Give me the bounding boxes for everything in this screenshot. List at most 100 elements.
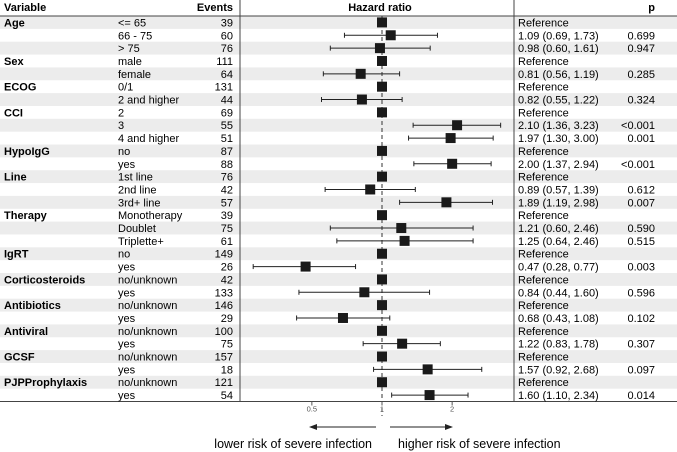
hr-ci-text: 0.84 (0.44, 1.60) — [518, 287, 599, 299]
events-value: 76 — [221, 43, 233, 55]
variable-label: Corticosteroids — [4, 274, 85, 286]
hr-marker — [300, 261, 311, 272]
p-value: 0.001 — [627, 133, 655, 145]
p-value: 0.324 — [627, 95, 655, 107]
table-row: IgRT no 149 Reference — [4, 248, 569, 261]
p-value: 0.515 — [627, 236, 655, 248]
hr-ci-text: 1.21 (0.60, 2.46) — [518, 223, 599, 235]
table-row: yes 88 2.00 (1.37, 2.94) <0.001 — [118, 158, 655, 171]
variable-label: Antiviral — [4, 326, 48, 338]
hr-marker — [385, 30, 396, 41]
events-value: 146 — [215, 300, 233, 312]
hr-ci-text: 0.81 (0.56, 1.19) — [518, 69, 599, 81]
hr-marker — [452, 120, 463, 131]
table-row: Corticosteroids no/unknown 42 Reference — [4, 274, 569, 286]
hr-marker — [441, 197, 452, 208]
table-row: 66 - 75 60 1.09 (0.69, 1.73) 0.699 — [118, 30, 655, 42]
table-row: GCSF no/unknown 157 Reference — [4, 351, 569, 364]
reference-label: Reference — [518, 274, 569, 286]
level-label: yes — [118, 390, 136, 402]
x-tick-label: 1 — [380, 405, 384, 414]
table-row: 3rd+ line 57 1.89 (1.19, 2.98) 0.007 — [118, 197, 655, 209]
hr-marker — [355, 68, 366, 79]
table-row: Antiviral no/unknown 100 Reference — [4, 325, 569, 338]
level-label: 3rd+ line — [118, 197, 161, 209]
events-value: 18 — [221, 364, 233, 376]
row-band — [0, 118, 677, 132]
level-label: no/unknown — [118, 377, 177, 389]
hr-marker — [377, 55, 387, 66]
header-events: Events — [197, 2, 233, 14]
events-value: 64 — [221, 69, 233, 81]
variable-label: HypoIgG — [4, 146, 50, 158]
table-row: yes 133 0.84 (0.44, 1.60) 0.596 — [118, 287, 655, 299]
events-value: 26 — [221, 262, 233, 274]
table-row: Line 1st line 76 Reference — [4, 171, 569, 184]
level-label: no/unknown — [118, 274, 177, 286]
events-value: 88 — [221, 159, 233, 171]
events-value: 157 — [215, 352, 233, 364]
hr-ci-text: 0.47 (0.28, 0.77) — [518, 262, 599, 274]
table-row: Triplette+ 61 1.25 (0.64, 2.46) 0.515 — [118, 235, 655, 248]
hr-ci-text: 2.10 (1.36, 3.23) — [518, 120, 599, 132]
row-band — [0, 247, 677, 261]
table-row: 4 and higher 51 1.97 (1.30, 3.00) 0.001 — [118, 133, 655, 145]
table-row: Age <= 65 39 Reference — [4, 17, 569, 29]
hr-marker — [377, 171, 387, 182]
events-value: 133 — [215, 287, 233, 299]
p-value: 0.007 — [627, 197, 655, 209]
events-value: 76 — [221, 172, 233, 184]
table-row: female 64 0.81 (0.56, 1.19) 0.285 — [118, 68, 655, 81]
hr-marker — [377, 145, 387, 156]
hr-marker — [359, 287, 370, 298]
reference-label: Reference — [518, 249, 569, 261]
events-value: 42 — [221, 184, 233, 196]
table-row: Doublet 75 1.21 (0.60, 2.46) 0.590 — [118, 223, 655, 235]
reference-label: Reference — [518, 146, 569, 158]
level-label: 3 — [118, 120, 124, 132]
variable-label: Antibiotics — [4, 300, 61, 312]
events-value: 51 — [221, 133, 233, 145]
x-axis: 0.5 1 2 — [307, 401, 454, 414]
variable-label: Sex — [4, 56, 24, 68]
row-band — [0, 298, 677, 312]
hr-marker — [356, 94, 367, 105]
variable-label: Age — [4, 17, 25, 29]
hr-marker — [377, 325, 387, 336]
hr-marker — [377, 274, 387, 285]
hr-ci-text: 0.98 (0.60, 1.61) — [518, 43, 599, 55]
level-label: 2 — [118, 107, 124, 119]
p-value: 0.003 — [627, 262, 655, 274]
level-label: yes — [118, 262, 136, 274]
hr-ci-text: 1.09 (0.69, 1.73) — [518, 30, 599, 42]
table-row: 2 and higher 44 0.82 (0.55, 1.22) 0.324 — [118, 94, 655, 107]
level-label: female — [118, 69, 151, 81]
table-row: Therapy Monotherapy 39 Reference — [4, 210, 569, 222]
p-value: <0.001 — [621, 159, 655, 171]
reference-label: Reference — [518, 82, 569, 94]
events-value: 131 — [215, 82, 233, 94]
table-rows: Age <= 65 39 Reference 66 - 75 60 1.09 (0.69, … — [4, 17, 655, 402]
header-row: Variable Events Hazard ratio p — [4, 2, 655, 14]
table-row: Antibiotics no/unknown 146 Reference — [4, 300, 569, 312]
events-value: 55 — [221, 120, 233, 132]
table-row: CCI 2 69 Reference — [4, 107, 569, 119]
header-hazard-ratio: Hazard ratio — [348, 2, 412, 14]
hr-ci-text: 1.60 (1.10, 2.34) — [518, 390, 599, 402]
table-row: > 75 76 0.98 (0.60, 1.61) 0.947 — [118, 43, 655, 55]
reference-label: Reference — [518, 56, 569, 68]
p-value: 0.596 — [627, 287, 655, 299]
events-value: 75 — [221, 223, 233, 235]
p-value: <0.001 — [621, 120, 655, 132]
hr-marker — [374, 43, 385, 54]
events-value: 121 — [215, 377, 233, 389]
hr-ci-text: 1.22 (0.83, 1.78) — [518, 339, 599, 351]
hr-marker — [377, 107, 387, 118]
arrow-left-head — [309, 424, 317, 430]
hr-ci-text: 1.25 (0.64, 2.46) — [518, 236, 599, 248]
hr-marker — [377, 81, 387, 92]
reference-label: Reference — [518, 17, 569, 29]
x-tick-label: 0.5 — [307, 405, 317, 414]
level-label: yes — [118, 313, 136, 325]
level-label: <= 65 — [118, 17, 146, 29]
